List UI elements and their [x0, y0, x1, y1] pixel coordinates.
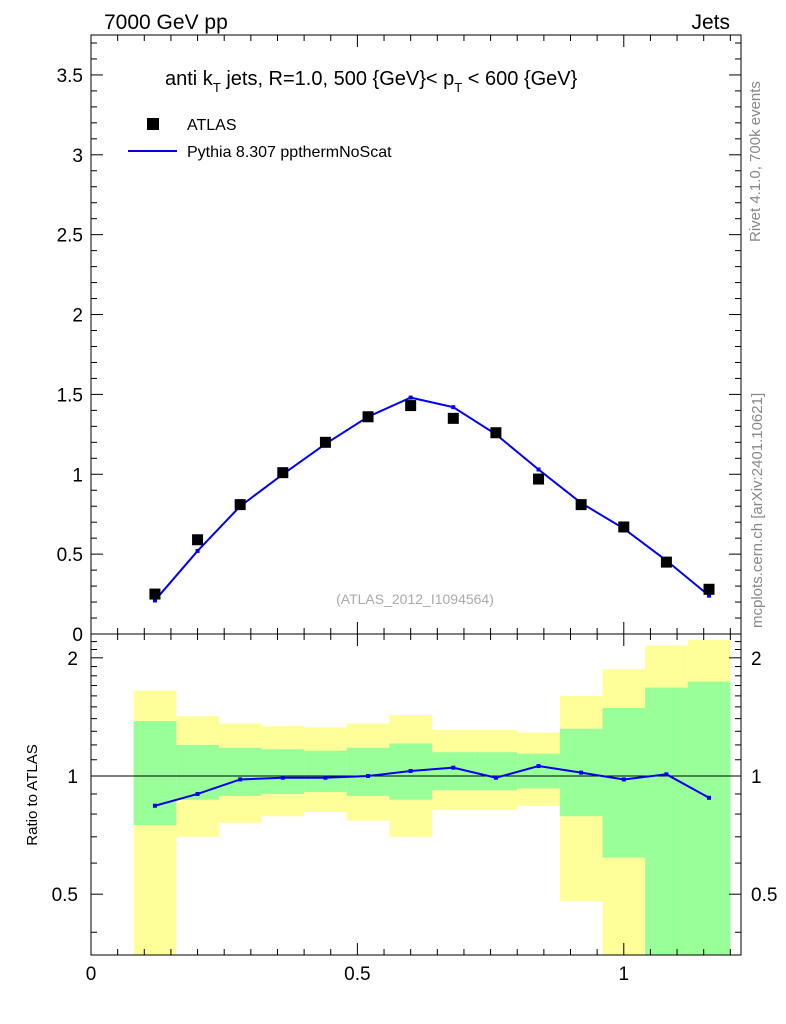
- ratio-data-layer: [152, 764, 712, 808]
- ratio-y-tick-label-left: 1: [67, 767, 78, 788]
- main-y-tick-label: 0: [72, 625, 83, 646]
- main-y-tick-label: 2.5: [57, 226, 83, 247]
- atlas-point: [149, 588, 161, 600]
- atlas-point: [405, 400, 417, 412]
- mc-point: [451, 405, 456, 410]
- ratio-point: [579, 770, 584, 775]
- x-tick-label: 0: [86, 964, 97, 985]
- main-y-tick-labels: 0 0.5 1 1.5 2 2.5 3 3.5: [57, 66, 83, 646]
- main-y-tick-label: 2: [72, 306, 83, 327]
- header-left: 7000 GeV pp: [104, 11, 228, 34]
- mcplots-label: mcplots.cern.ch [arXiv:2401.10621]: [749, 393, 766, 628]
- mc-line: [154, 396, 710, 602]
- ratio-bands: [133, 640, 731, 955]
- ratio-band-green: [176, 744, 219, 800]
- atlas-point: [575, 499, 587, 511]
- ratio-y-tick-label-left: 0.5: [52, 885, 78, 906]
- ratio-point: [451, 765, 456, 770]
- ratio-band-green: [261, 749, 305, 794]
- main-ticks: [90, 35, 741, 635]
- atlas-point: [447, 412, 459, 424]
- ratio-point: [323, 775, 328, 780]
- atlas-point: [362, 411, 374, 423]
- ratio-ticks: [90, 634, 741, 955]
- title-part-3: < 600 {GeV}: [462, 68, 577, 90]
- main-y-tick-label: 3: [72, 146, 83, 167]
- ratio-point: [280, 775, 285, 780]
- ratio-point: [366, 774, 371, 779]
- ratio-y-tick-label-right: 2: [751, 649, 762, 670]
- ratio-band-green: [346, 747, 390, 796]
- ratio-band-green: [304, 750, 347, 793]
- ratio-point: [408, 768, 413, 773]
- title-part-2: jets, R=1.0, 500 {GeV}< p: [221, 68, 455, 90]
- ratio-band-green: [517, 753, 560, 789]
- ratio-point: [664, 772, 669, 777]
- ratio-y-tick-label-right: 0.5: [751, 885, 777, 906]
- ratio-band-green: [218, 747, 262, 796]
- analysis-watermark: (ATLAS_2012_I1094564): [336, 591, 494, 607]
- title-sub-1: T: [213, 80, 221, 95]
- atlas-point: [703, 583, 715, 595]
- atlas-point: [234, 499, 246, 511]
- legend-atlas-label: ATLAS: [187, 117, 237, 134]
- ratio-line: [154, 765, 710, 807]
- ratio-point: [536, 764, 541, 769]
- ratio-y-tick-label-right: 1: [751, 767, 762, 788]
- main-data-layer: [149, 395, 715, 603]
- atlas-point: [660, 556, 672, 568]
- ratio-band-green: [645, 687, 688, 955]
- legend-mc-label: Pythia 8.307 ppthermNoScat: [187, 144, 392, 161]
- mc-point: [152, 598, 157, 603]
- atlas-point: [490, 427, 502, 439]
- ratio-band-green: [133, 721, 177, 826]
- ratio-panel: 0.5 0.51 12 2 0 0.5 1 Ratio to ATLAS: [24, 633, 778, 985]
- ratio-y-tick-labels: 0.5 0.5 1 1 2 2: [52, 649, 778, 906]
- ratio-frame: [90, 633, 742, 956]
- legend-atlas-marker: [147, 118, 159, 130]
- ratio-y-axis-label: Ratio to ATLAS: [24, 744, 41, 845]
- atlas-point: [277, 467, 289, 479]
- title-sub-2: T: [454, 80, 462, 95]
- ratio-point: [493, 775, 498, 780]
- title-part-1: anti k: [165, 68, 214, 90]
- ratio-point: [152, 803, 157, 808]
- ratio-band-green: [602, 708, 646, 858]
- ratio-point: [621, 777, 626, 782]
- ratio-y-tick-label-left: 2: [67, 649, 78, 670]
- ratio-point: [707, 795, 712, 800]
- atlas-point: [319, 436, 331, 448]
- mc-point: [536, 467, 541, 472]
- atlas-point: [618, 521, 630, 533]
- mc-point: [408, 395, 413, 400]
- main-y-tick-label: 3.5: [57, 66, 83, 87]
- main-y-tick-label: 0.5: [57, 545, 83, 566]
- x-tick-label: 1: [618, 964, 629, 985]
- atlas-point: [533, 473, 545, 485]
- mc-point: [707, 593, 712, 598]
- x-tick-labels: 0 0.5 1: [86, 964, 629, 985]
- main-y-tick-label: 1: [72, 465, 83, 486]
- atlas-point: [192, 534, 204, 546]
- x-tick-label: 0.5: [344, 964, 370, 985]
- chart-title: anti kT jets, R=1.0, 500 {GeV}< pT < 600…: [165, 68, 578, 95]
- header-right: Jets: [691, 11, 730, 34]
- ratio-band-green: [687, 681, 731, 955]
- rivet-label: Rivet 4.1.0, 700k events: [747, 81, 764, 242]
- main-panel: 00.511.522.533.5 anti kT jets, R=1.0, 50…: [57, 34, 742, 646]
- mc-point: [195, 548, 200, 553]
- ratio-point: [195, 791, 200, 796]
- ratio-band-green: [474, 752, 518, 791]
- ratio-point: [238, 777, 243, 782]
- main-y-tick-label: 1.5: [57, 385, 83, 406]
